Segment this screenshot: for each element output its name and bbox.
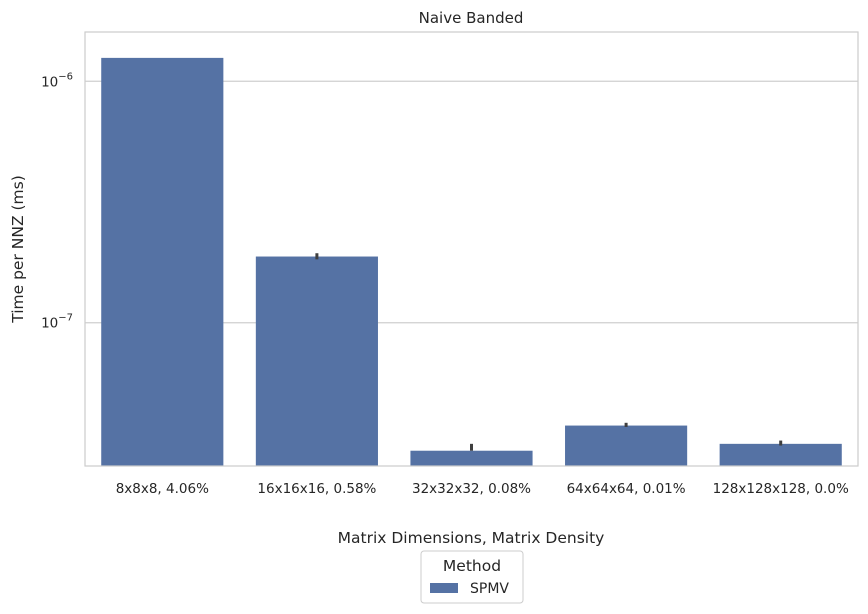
- bar: [101, 57, 224, 467]
- chart-title: Naive Banded: [419, 9, 524, 27]
- x-tick-label: 16x16x16, 0.58%: [257, 481, 376, 497]
- bar: [565, 425, 688, 466]
- y-tick-label: 10−7: [41, 313, 73, 332]
- x-axis-title: Matrix Dimensions, Matrix Density: [338, 529, 605, 547]
- y-axis-title: Time per NNZ (ms): [9, 175, 27, 324]
- bar: [255, 256, 378, 466]
- legend-label: SPMV: [470, 581, 509, 597]
- legend-title: Method: [443, 557, 501, 575]
- error-bars: [315, 253, 783, 451]
- y-tick-labels: 10−6 10−7: [41, 71, 73, 331]
- x-tick-label: 64x64x64, 0.01%: [567, 481, 686, 497]
- y-tick-label: 10−6: [41, 71, 73, 90]
- bar: [719, 443, 842, 466]
- plot-frame: [84, 31, 859, 467]
- x-tick-label: 8x8x8, 4.06%: [116, 481, 209, 497]
- x-tick-labels: 8x8x8, 4.06% 16x16x16, 0.58% 32x32x32, 0.0…: [116, 481, 849, 497]
- x-tick-label: 32x32x32, 0.08%: [412, 481, 531, 497]
- x-tick-label: 128x128x128, 0.0%: [713, 481, 849, 497]
- legend: Method SPMV: [420, 550, 524, 604]
- bars: [101, 57, 842, 467]
- legend-swatch: [430, 583, 458, 593]
- bar: [410, 450, 533, 466]
